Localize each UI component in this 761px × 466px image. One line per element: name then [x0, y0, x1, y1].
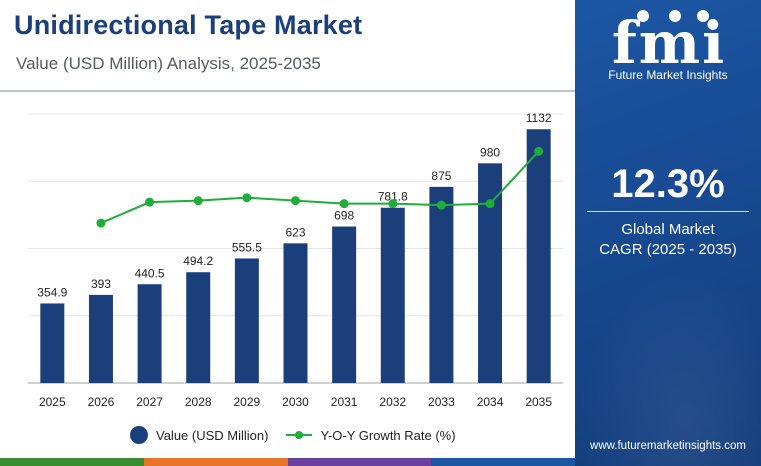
legend-item-growth: Y-O-Y Growth Rate (%) [286, 427, 456, 443]
x-tick-2028: 2028 [185, 395, 212, 409]
legend-item-value: Value (USD Million) [130, 426, 268, 444]
chart-title: Unidirectional Tape Market [14, 10, 363, 40]
cagr-value: 12.3% [611, 162, 725, 206]
bar-2025 [40, 303, 65, 383]
website-link[interactable]: www.futuremarketinsights.com [590, 440, 746, 452]
x-tick-2030: 2030 [282, 395, 309, 409]
x-tick-2035: 2035 [525, 395, 552, 409]
bar-2033 [429, 186, 454, 383]
legend-bar-swatch [130, 426, 148, 444]
bar-label-2032: 781.8 [378, 190, 408, 204]
bar-2030 [283, 243, 308, 383]
bar-2028 [186, 272, 211, 383]
chart-subtitle: Value (USD Million) Analysis, 2025-2035 [16, 54, 321, 73]
growth-point-2033 [436, 200, 446, 210]
bar-label-2033: 875 [431, 169, 451, 183]
bar-line-chart: 354.9 2025 393 2026 440.5 2027 494.2 2028 555.5 2… [28, 111, 563, 409]
bar-2035 [526, 129, 551, 383]
bar-2027 [137, 284, 162, 383]
chart-legend: Value (USD Million) Y-O-Y Growth Rate (%… [130, 426, 456, 444]
growth-point-2027 [145, 197, 155, 207]
strip-segment-purple [287, 458, 432, 466]
growth-line [100, 150, 540, 225]
cagr-label: Global Market CAGR (2025 - 2035) [575, 220, 761, 260]
growth-point-2031 [339, 199, 349, 209]
cagr-label-line1: Global Market [621, 221, 715, 238]
strip-segment-orange [143, 458, 288, 466]
growth-point-2029 [242, 193, 252, 203]
logo-dot-1 [637, 10, 649, 22]
bar-label-2027: 440.5 [135, 266, 165, 280]
x-tick-2025: 2025 [39, 395, 66, 409]
growth-point-2030 [291, 196, 300, 206]
chart-panel: Unidirectional Tape Market Value (USD Mi… [0, 10, 575, 466]
logo-dot-2 [669, 10, 681, 22]
bar-label-2026: 393 [91, 277, 111, 291]
bar-label-2034: 980 [480, 145, 500, 159]
brand-panel: fmi Future Market Insights 12.3% Global … [575, 0, 761, 466]
growth-point-2032 [388, 199, 398, 209]
x-tick-2032: 2032 [379, 395, 406, 409]
bar-label-2025: 354.9 [37, 285, 67, 299]
bar-2034 [478, 163, 503, 383]
bar-label-2028: 494.2 [183, 254, 213, 268]
title-divider [0, 90, 575, 92]
bar-2032 [380, 207, 405, 383]
bottom-color-strip [0, 458, 575, 466]
fmi-logo-text: fmi [612, 9, 726, 77]
bar-2026 [88, 294, 113, 383]
growth-point-2028 [193, 196, 203, 206]
x-tick-2027: 2027 [136, 395, 163, 409]
cagr-label-line2: CAGR (2025 - 2035) [599, 241, 737, 258]
legend-line-swatch [286, 430, 313, 440]
bar-label-2031: 698 [334, 209, 354, 223]
logo-tagline: Future Market Insights [608, 68, 728, 82]
legend-growth-label: Y-O-Y Growth Rate (%) [320, 427, 456, 443]
x-tick-2033: 2033 [428, 395, 455, 409]
strip-segment-blue [431, 458, 575, 466]
bar-label-2035: 1132 [526, 111, 552, 125]
growth-point-2035 [534, 146, 544, 156]
bar-label-2030: 623 [285, 225, 305, 239]
bar-label-2029: 555.5 [232, 240, 262, 254]
strip-segment-green [0, 458, 144, 466]
growth-point-2026 [96, 218, 106, 228]
fmi-logo: fmi [612, 9, 726, 77]
x-tick-2026: 2026 [88, 395, 115, 409]
logo-dot-3 [697, 10, 709, 22]
cagr-divider [587, 211, 749, 212]
x-tick-2034: 2034 [477, 395, 504, 409]
growth-point-2034 [485, 199, 495, 209]
bar-2029 [234, 258, 259, 383]
bar-2031 [332, 226, 357, 383]
x-tick-2031: 2031 [331, 395, 358, 409]
x-tick-2029: 2029 [234, 395, 261, 409]
legend-value-label: Value (USD Million) [156, 427, 269, 443]
